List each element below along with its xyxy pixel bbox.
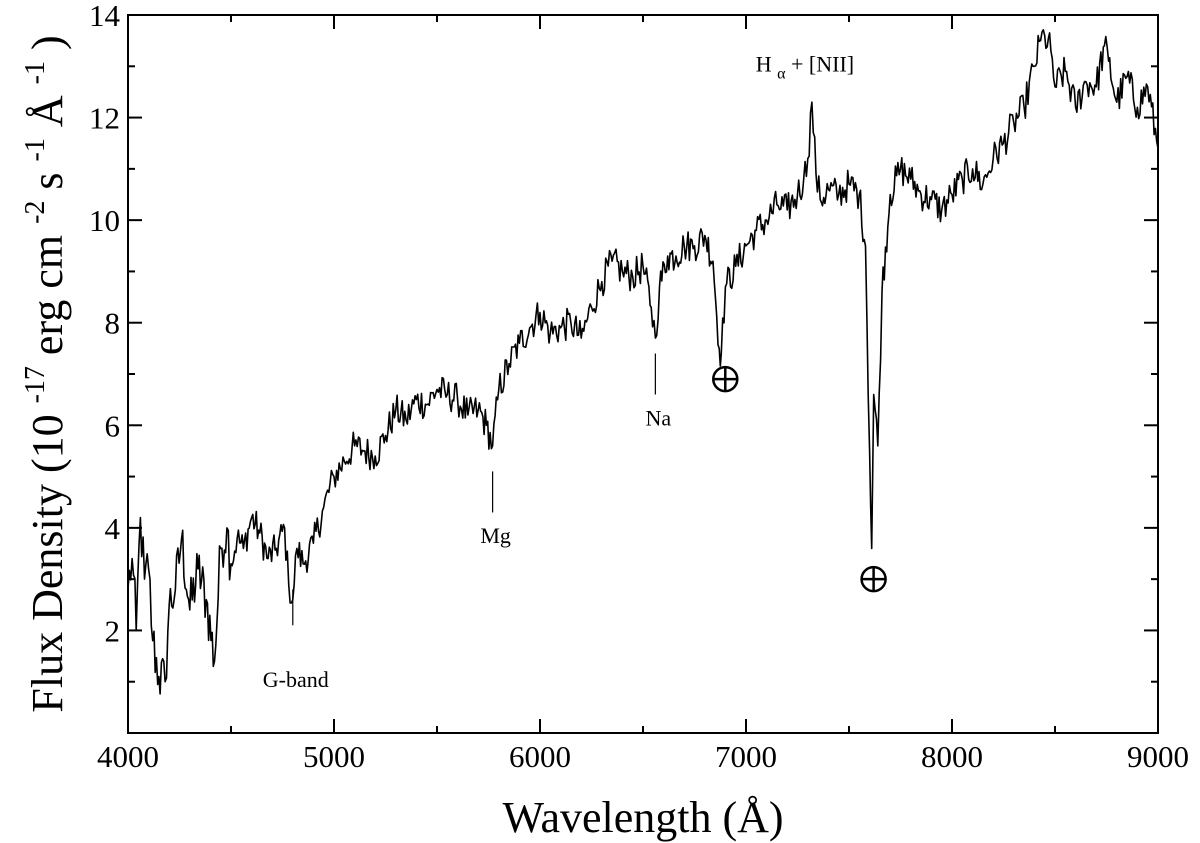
y-tick-label: 12 <box>89 101 120 136</box>
annotation-label: Mg <box>480 523 511 548</box>
x-tick-label: 9000 <box>1127 739 1189 774</box>
y-axis-title: Flux Density (10 -17 erg cm -2 s -1 Å -1… <box>5 35 72 712</box>
y-axis-title-exp2: -2 <box>20 201 51 224</box>
x-tick-label: 5000 <box>303 739 365 774</box>
earth-symbol-icon <box>712 365 739 393</box>
x-axis-title: Wavelength (Å) <box>502 793 783 842</box>
y-axis-title-mid2: s <box>23 172 72 189</box>
earth-symbol-icon <box>860 565 887 593</box>
y-tick-label: 2 <box>105 613 121 648</box>
annotation-label: G-band <box>263 667 329 692</box>
y-axis-title-main: Flux Density <box>23 484 72 713</box>
y-tick-label: 4 <box>105 511 121 546</box>
halpha-label-main: H <box>756 51 772 76</box>
x-tick-label: 4000 <box>97 739 159 774</box>
plot-frame <box>127 14 1159 734</box>
y-tick-label: 6 <box>105 408 121 443</box>
line-annotations: G-band Mg Na <box>263 353 672 692</box>
y-axis-title-exp1: -17 <box>20 366 51 403</box>
halpha-label-rest: + [NII] <box>791 51 854 76</box>
y-axis-title-close: ) <box>23 35 72 50</box>
annotation-label: Na <box>646 405 672 430</box>
y-axis-title-exp4: -1 <box>20 61 51 84</box>
y-tick-label: 14 <box>89 0 121 33</box>
x-tick-label: 7000 <box>715 739 777 774</box>
x-tick-label: 8000 <box>921 739 983 774</box>
spectrum-line <box>127 29 1159 695</box>
y-tick-label: 8 <box>105 306 121 341</box>
y-axis-title-exp3: -1 <box>20 138 51 161</box>
axis-tick-labels: 4000 5000 6000 7000 8000 9000 2 4 6 8 10 12 14 <box>89 0 1189 774</box>
y-axis-title-mid3: Å <box>23 95 72 127</box>
y-axis-title-mid1: erg cm <box>23 235 72 355</box>
halpha-label: H α + [NII] <box>756 51 854 83</box>
x-tick-label: 6000 <box>509 739 571 774</box>
halpha-label-sub: α <box>777 65 786 82</box>
telluric-markers <box>712 365 887 593</box>
y-axis-title-open: (10 <box>23 414 72 473</box>
y-tick-label: 10 <box>89 203 120 238</box>
axis-ticks <box>127 14 1159 733</box>
